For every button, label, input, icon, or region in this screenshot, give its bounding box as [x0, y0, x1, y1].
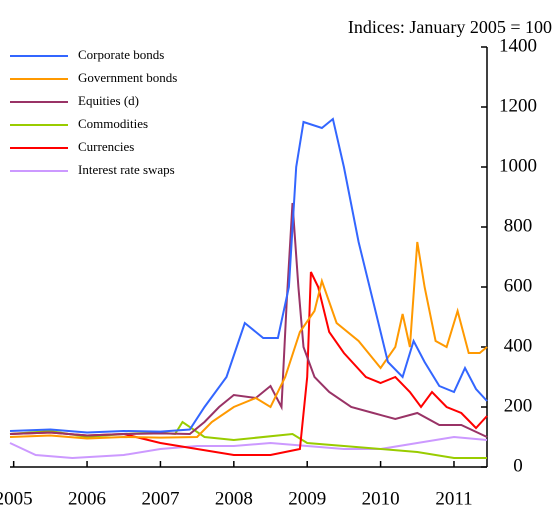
legend-label: Government bonds — [78, 70, 177, 85]
y-tick-label: 1400 — [499, 35, 537, 56]
legend-label: Commodities — [78, 116, 148, 131]
x-tick-label: 2007 — [141, 488, 179, 509]
series-line — [9, 202, 488, 438]
series-line — [9, 271, 488, 456]
y-tick-label: 200 — [504, 395, 533, 416]
x-tick-label: 2011 — [435, 488, 472, 509]
x-tick-label: 2005 — [0, 488, 33, 509]
x-tick-label: 2006 — [68, 488, 106, 509]
y-tick-label: 800 — [504, 215, 533, 236]
legend-label: Corporate bonds — [78, 47, 164, 62]
y-tick-label: 600 — [504, 275, 533, 296]
y-tick-label: 1200 — [499, 95, 537, 116]
annotation: Indices: January 2005 = 100 — [348, 17, 552, 37]
series-line — [9, 241, 488, 440]
series-line — [9, 420, 487, 459]
x-tick-label: 2008 — [215, 488, 253, 509]
x-tick-label: 2009 — [288, 488, 326, 509]
y-tick-label: 0 — [513, 455, 523, 476]
series-line — [9, 117, 488, 434]
y-tick-label: 1000 — [499, 155, 537, 176]
x-tick-label: 2010 — [362, 488, 400, 509]
legend-label: Interest rate swaps — [78, 162, 175, 177]
legend-label: Currencies — [78, 139, 134, 154]
y-tick-label: 400 — [504, 335, 533, 356]
series-line — [9, 435, 488, 460]
legend-label: Equities (d) — [78, 93, 139, 108]
